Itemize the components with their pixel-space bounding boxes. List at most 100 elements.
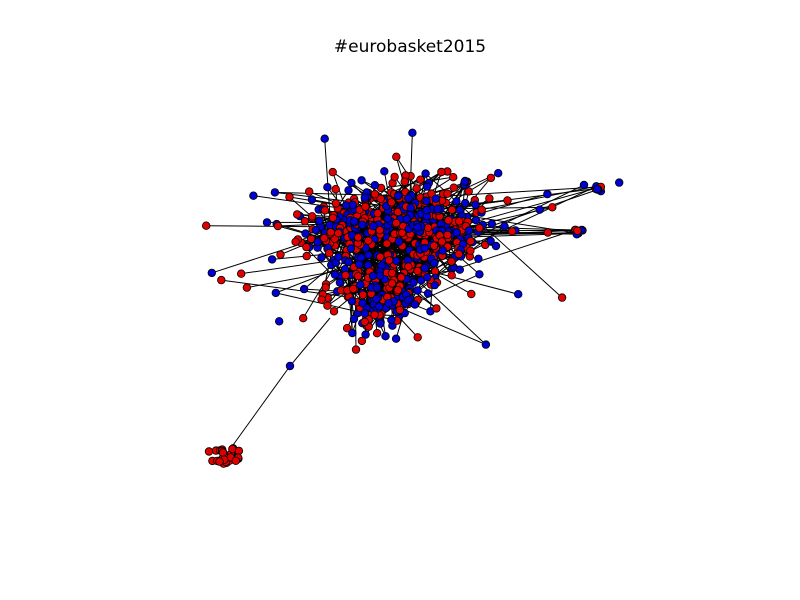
node [430, 259, 439, 268]
node [593, 184, 602, 194]
node [452, 228, 461, 237]
node [413, 266, 422, 276]
node [461, 198, 470, 208]
node [320, 206, 330, 215]
edge [227, 317, 331, 453]
edge [274, 191, 409, 197]
node [300, 217, 310, 226]
node [503, 196, 512, 205]
node [507, 227, 517, 236]
node [331, 184, 340, 194]
node [422, 196, 431, 206]
node [437, 237, 447, 246]
node [369, 221, 378, 231]
node [361, 202, 370, 211]
node [449, 183, 458, 192]
nodes [201, 128, 624, 468]
node [321, 283, 330, 292]
node [276, 250, 285, 259]
node [395, 305, 404, 315]
node [394, 237, 404, 246]
node [387, 279, 397, 288]
node [391, 334, 401, 343]
node [455, 265, 464, 274]
node [323, 301, 332, 310]
node [344, 257, 353, 267]
node [410, 300, 420, 309]
node [404, 295, 413, 305]
node [364, 250, 373, 260]
node [393, 286, 403, 295]
node [383, 214, 392, 223]
node [387, 269, 397, 278]
node [218, 448, 228, 457]
node [364, 236, 373, 245]
node [408, 128, 417, 137]
node [285, 192, 294, 202]
node [477, 205, 486, 214]
node [346, 244, 356, 253]
node [413, 223, 422, 232]
node [486, 236, 495, 246]
node [305, 187, 314, 196]
node [397, 273, 406, 282]
node [320, 233, 329, 243]
node [543, 228, 552, 237]
node [392, 152, 401, 161]
node [358, 220, 367, 229]
node [242, 283, 252, 292]
node [370, 189, 380, 199]
node [579, 180, 589, 190]
node [392, 218, 401, 228]
node [474, 254, 483, 263]
node [217, 275, 226, 285]
node [467, 289, 476, 299]
node [273, 221, 283, 231]
node [443, 230, 452, 240]
node [500, 221, 509, 231]
node [543, 189, 552, 199]
node [494, 168, 503, 178]
node [413, 333, 422, 342]
node [390, 172, 399, 182]
node [430, 280, 439, 290]
node [270, 188, 280, 197]
node [454, 249, 463, 259]
node [341, 201, 351, 210]
node [370, 310, 379, 319]
node [381, 332, 390, 341]
node [487, 219, 496, 228]
node [313, 237, 322, 247]
node [423, 223, 433, 232]
node [402, 214, 411, 224]
node [464, 226, 474, 235]
node [452, 197, 461, 206]
node [466, 236, 475, 246]
node [357, 176, 366, 185]
node [358, 290, 368, 299]
node [433, 204, 442, 213]
node [204, 447, 214, 456]
node [262, 218, 272, 227]
node [404, 262, 413, 271]
node [293, 210, 302, 219]
node [375, 302, 384, 311]
node [350, 217, 359, 226]
node [231, 456, 240, 465]
node [376, 319, 385, 328]
node [360, 309, 369, 318]
node [368, 271, 378, 281]
node [421, 169, 430, 178]
node [356, 280, 365, 289]
edge [481, 185, 597, 211]
node [420, 243, 429, 253]
node [317, 295, 326, 304]
node [351, 345, 361, 354]
node [317, 253, 326, 262]
node [438, 246, 447, 255]
node [573, 226, 582, 235]
node [615, 178, 624, 187]
node [320, 134, 329, 143]
node [485, 194, 494, 203]
